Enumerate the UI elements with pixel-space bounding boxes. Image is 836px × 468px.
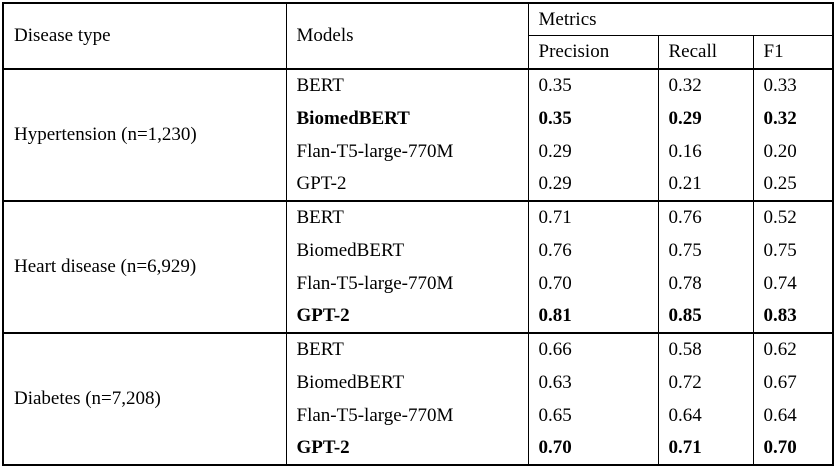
- precision-cell: 0.81: [527, 300, 659, 333]
- recall-cell: 0.78: [657, 267, 754, 300]
- f1-cell: 0.74: [752, 267, 834, 300]
- precision-cell: 0.29: [527, 168, 659, 201]
- model-cell: BiomedBERT: [285, 234, 529, 267]
- model-cell: GPT-2: [285, 432, 529, 465]
- header-metrics: Metrics: [527, 3, 834, 36]
- f1-cell: 0.75: [752, 234, 834, 267]
- header-f1: F1: [752, 35, 834, 69]
- model-row: GPT-2 0.81 0.85 0.83: [3, 300, 834, 333]
- model-cell: Flan-T5-large-770M: [285, 135, 529, 168]
- header-recall: Recall: [657, 35, 754, 69]
- model-cell: BERT: [285, 332, 529, 366]
- recall-cell: 0.21: [657, 168, 754, 201]
- precision-cell: 0.65: [527, 399, 659, 432]
- model-cell: BERT: [285, 200, 529, 234]
- header-row-2: Precision Recall F1: [3, 35, 834, 69]
- model-row: BiomedBERT 0.63 0.72 0.67: [3, 366, 834, 399]
- precision-cell: 0.66: [527, 332, 659, 366]
- recall-cell: 0.29: [657, 102, 754, 135]
- f1-cell: 0.25: [752, 168, 834, 201]
- model-row: BiomedBERT 0.76 0.75 0.75: [3, 234, 834, 267]
- model-row: Flan-T5-large-770M 0.29 0.16 0.20: [3, 135, 834, 168]
- model-row: Flan-T5-large-770M 0.65 0.64 0.64: [3, 399, 834, 432]
- recall-cell: 0.32: [657, 68, 754, 102]
- disease-cell: Hypertension (n=1,230): [2, 68, 287, 201]
- group-hypertension: Hypertension (n=1,230) BERT 0.35 0.32 0.…: [2, 68, 834, 201]
- f1-cell: 0.62: [752, 332, 834, 366]
- recall-cell: 0.64: [657, 399, 754, 432]
- model-row: Diabetes (n=7,208) BERT 0.66 0.58 0.62: [2, 332, 834, 465]
- model-cell: Flan-T5-large-770M: [285, 399, 529, 432]
- model-row: Heart disease (n=6,929) BERT 0.71 0.76 0…: [2, 200, 834, 333]
- f1-cell: 0.32: [752, 102, 834, 135]
- model-row: Flan-T5-large-770M 0.70 0.78 0.74: [3, 267, 834, 300]
- recall-cell: 0.75: [657, 234, 754, 267]
- model-cell: GPT-2: [285, 300, 529, 333]
- f1-cell: 0.83: [752, 300, 834, 333]
- precision-cell: 0.63: [527, 366, 659, 399]
- f1-cell: 0.20: [752, 135, 834, 168]
- f1-cell: 0.70: [752, 432, 834, 465]
- recall-cell: 0.16: [657, 135, 754, 168]
- model-cell: BERT: [285, 68, 529, 102]
- model-cell: BiomedBERT: [285, 366, 529, 399]
- header-models: Models: [285, 3, 529, 69]
- precision-cell: 0.70: [527, 432, 659, 465]
- precision-cell: 0.35: [527, 102, 659, 135]
- f1-cell: 0.64: [752, 399, 834, 432]
- disease-cell: Diabetes (n=7,208): [2, 332, 287, 465]
- f1-cell: 0.33: [752, 68, 834, 102]
- header-precision: Precision: [527, 35, 659, 69]
- model-cell: BiomedBERT: [285, 102, 529, 135]
- recall-cell: 0.85: [657, 300, 754, 333]
- recall-cell: 0.58: [657, 332, 754, 366]
- disease-cell: Heart disease (n=6,929): [2, 200, 287, 333]
- model-row: BiomedBERT 0.35 0.29 0.32: [3, 102, 834, 135]
- header-row-1: Disease type Models Metrics: [2, 3, 834, 69]
- f1-cell: 0.67: [752, 366, 834, 399]
- precision-cell: 0.35: [527, 68, 659, 102]
- model-row: GPT-2 0.70 0.71 0.70: [3, 432, 834, 465]
- model-cell: GPT-2: [285, 168, 529, 201]
- recall-cell: 0.71: [657, 432, 754, 465]
- precision-cell: 0.76: [527, 234, 659, 267]
- precision-cell: 0.70: [527, 267, 659, 300]
- group-heart-disease: Heart disease (n=6,929) BERT 0.71 0.76 0…: [2, 200, 834, 333]
- precision-cell: 0.29: [527, 135, 659, 168]
- f1-cell: 0.52: [752, 200, 834, 234]
- header-disease-type: Disease type: [2, 3, 287, 69]
- model-cell: Flan-T5-large-770M: [285, 267, 529, 300]
- table-header: Disease type Models Metrics Precision Re…: [2, 3, 834, 69]
- recall-cell: 0.76: [657, 200, 754, 234]
- model-row: GPT-2 0.29 0.21 0.25: [3, 168, 834, 201]
- recall-cell: 0.72: [657, 366, 754, 399]
- model-row: Hypertension (n=1,230) BERT 0.35 0.32 0.…: [2, 68, 834, 201]
- group-diabetes: Diabetes (n=7,208) BERT 0.66 0.58 0.62 B…: [2, 332, 834, 465]
- precision-cell: 0.71: [527, 200, 659, 234]
